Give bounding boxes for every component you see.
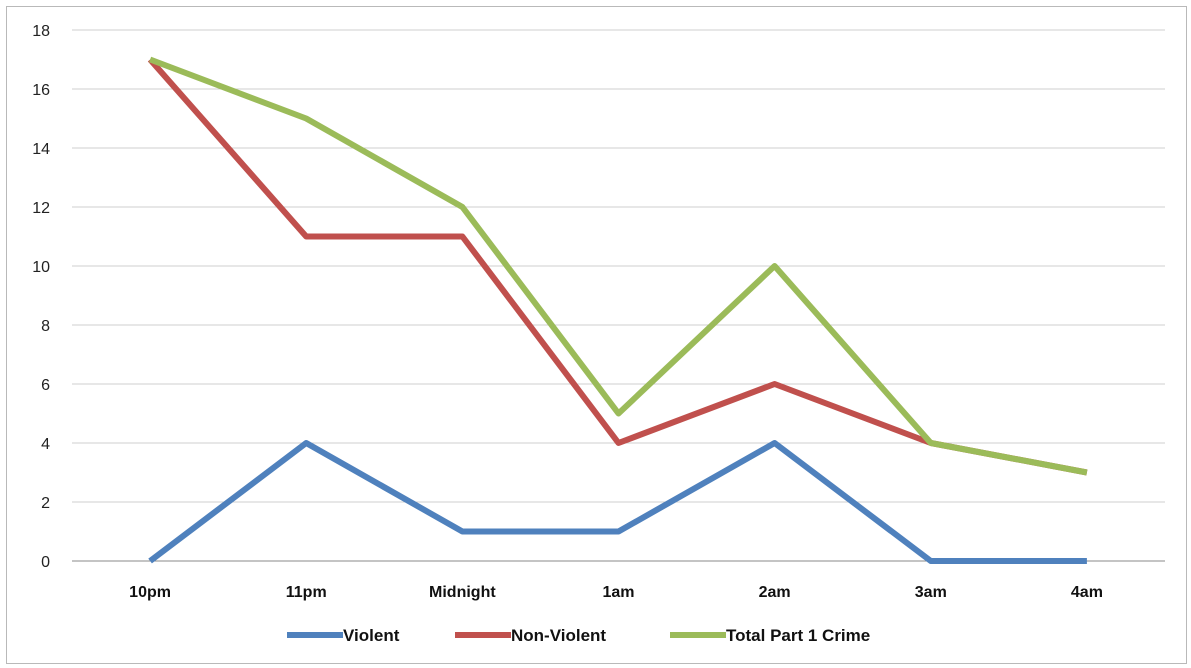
gridlines bbox=[72, 29, 1165, 562]
y-tick-label: 10 bbox=[32, 259, 50, 276]
series-lines bbox=[147, 56, 1088, 564]
y-tick-label: 14 bbox=[32, 141, 50, 158]
x-tick-label: 11pm bbox=[286, 584, 327, 601]
x-axis-ticks: 10pm 11pm Midnight 1am 2am 3am 4am bbox=[129, 584, 1103, 601]
y-tick-label: 6 bbox=[41, 377, 50, 394]
y-axis-ticks: 0 2 4 6 8 10 12 14 16 18 bbox=[32, 23, 50, 571]
y-tick-label: 8 bbox=[41, 318, 50, 335]
x-tick-label: 4am bbox=[1071, 584, 1103, 601]
y-tick-label: 2 bbox=[41, 495, 50, 512]
y-tick-label: 12 bbox=[32, 200, 50, 217]
legend-label: Violent bbox=[343, 626, 400, 645]
x-tick-label: 1am bbox=[602, 584, 634, 601]
y-tick-label: 0 bbox=[41, 554, 50, 571]
y-tick-label: 18 bbox=[32, 23, 50, 40]
legend: Violent Non-Violent Total Part 1 Crime bbox=[287, 626, 870, 645]
x-tick-label: Midnight bbox=[429, 584, 496, 601]
y-tick-label: 16 bbox=[32, 82, 50, 99]
x-tick-label: 3am bbox=[915, 584, 947, 601]
x-tick-label: 2am bbox=[759, 584, 791, 601]
legend-label: Non-Violent bbox=[511, 626, 606, 645]
legend-label: Total Part 1 Crime bbox=[726, 626, 870, 645]
y-tick-label: 4 bbox=[41, 436, 50, 453]
x-tick-label: 10pm bbox=[129, 584, 171, 601]
